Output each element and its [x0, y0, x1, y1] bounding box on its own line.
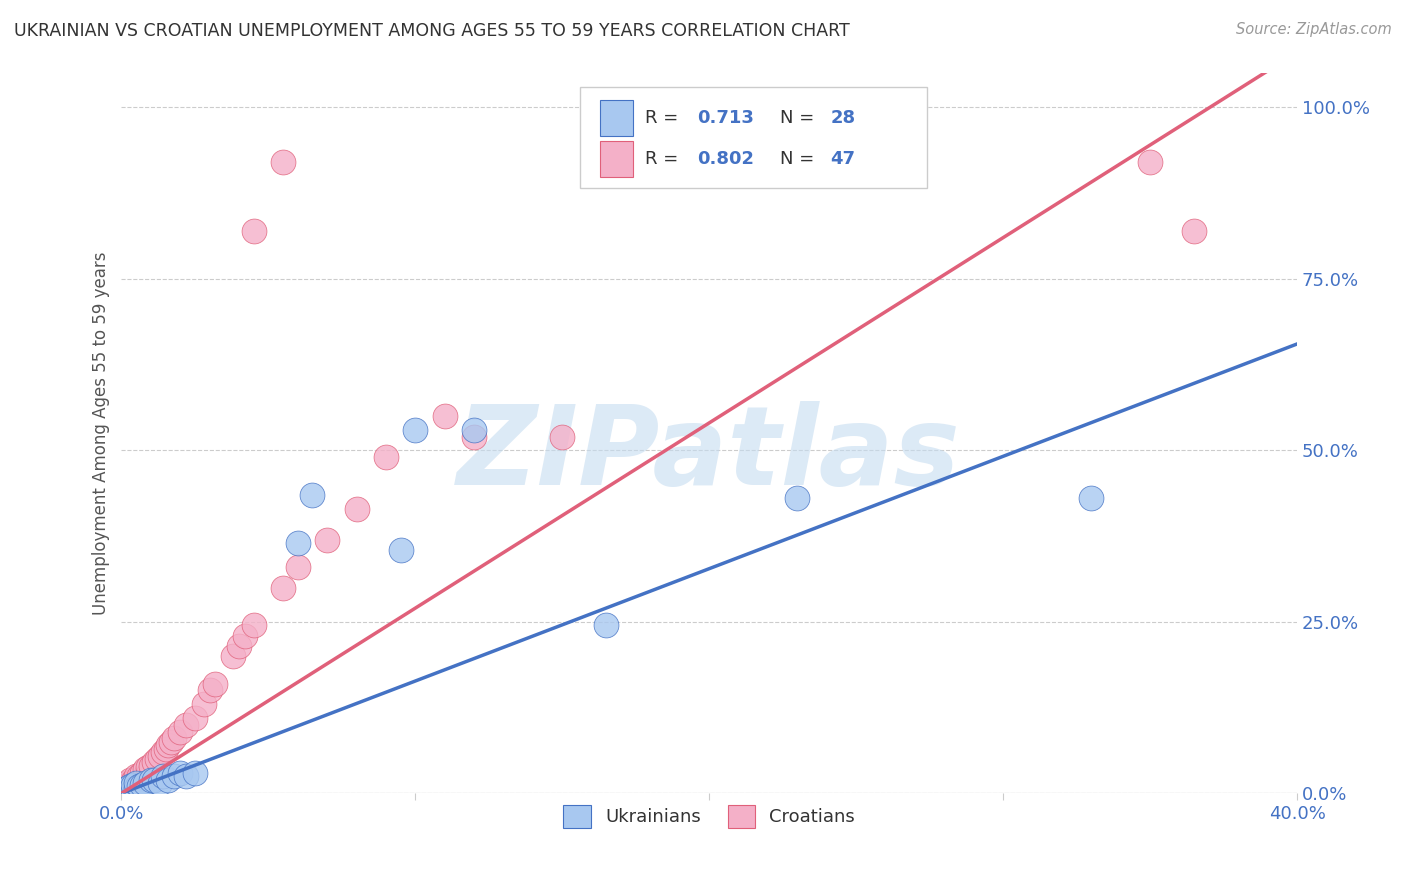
Text: N =: N = — [780, 110, 820, 128]
Point — [184, 765, 207, 780]
Point — [128, 780, 150, 794]
Point — [160, 735, 183, 749]
Point — [120, 783, 142, 797]
Point — [198, 683, 221, 698]
Point — [117, 780, 139, 795]
Text: 0.713: 0.713 — [697, 110, 755, 128]
Text: R =: R = — [644, 151, 683, 169]
Point — [222, 649, 245, 664]
Text: 28: 28 — [831, 110, 855, 128]
Point — [122, 774, 145, 789]
Point — [184, 711, 207, 725]
FancyBboxPatch shape — [600, 142, 633, 178]
Point — [120, 776, 142, 790]
Point — [163, 731, 186, 746]
Point — [112, 783, 135, 797]
Point — [242, 224, 264, 238]
Point — [463, 423, 485, 437]
Point — [174, 717, 197, 731]
Text: R =: R = — [644, 110, 683, 128]
Point — [136, 767, 159, 781]
Point — [139, 772, 162, 787]
Text: Source: ZipAtlas.com: Source: ZipAtlas.com — [1236, 22, 1392, 37]
Point — [169, 765, 191, 780]
Point — [193, 697, 215, 711]
Text: 0.802: 0.802 — [697, 151, 755, 169]
Point — [117, 776, 139, 790]
Point — [125, 776, 148, 790]
Point — [152, 769, 174, 783]
Point — [125, 769, 148, 783]
Point — [149, 748, 172, 763]
Point — [169, 724, 191, 739]
Point — [346, 501, 368, 516]
Point — [287, 536, 309, 550]
Point — [595, 618, 617, 632]
Point — [125, 776, 148, 790]
Point — [142, 756, 165, 770]
Point — [316, 533, 339, 547]
Point — [389, 542, 412, 557]
Legend: Ukrainians, Croatians: Ukrainians, Croatians — [557, 798, 862, 835]
Point — [404, 423, 426, 437]
Point — [131, 772, 153, 787]
Point — [112, 783, 135, 797]
Point — [122, 778, 145, 792]
Point — [228, 639, 250, 653]
Point — [786, 491, 808, 506]
Y-axis label: Unemployment Among Ages 55 to 59 years: Unemployment Among Ages 55 to 59 years — [93, 252, 110, 615]
Point — [142, 772, 165, 787]
Point — [125, 772, 148, 787]
Point — [271, 155, 294, 169]
Point — [287, 560, 309, 574]
Point — [131, 765, 153, 780]
Point — [551, 429, 574, 443]
Point — [128, 774, 150, 789]
Point — [463, 429, 485, 443]
Point — [120, 772, 142, 787]
FancyBboxPatch shape — [579, 87, 927, 188]
Point — [112, 780, 135, 794]
Point — [233, 629, 256, 643]
Point — [122, 778, 145, 792]
Point — [120, 780, 142, 794]
Point — [174, 769, 197, 783]
Point — [271, 581, 294, 595]
Point — [122, 783, 145, 797]
Point — [120, 780, 142, 794]
Point — [139, 759, 162, 773]
Point — [375, 450, 398, 465]
Point — [125, 780, 148, 795]
Point — [433, 409, 456, 423]
Point — [163, 769, 186, 783]
Text: UKRAINIAN VS CROATIAN UNEMPLOYMENT AMONG AGES 55 TO 59 YEARS CORRELATION CHART: UKRAINIAN VS CROATIAN UNEMPLOYMENT AMONG… — [14, 22, 849, 40]
Point — [242, 618, 264, 632]
Point — [157, 772, 180, 787]
Point — [152, 745, 174, 759]
Point — [145, 752, 167, 766]
Point — [117, 780, 139, 795]
Text: ZIPatlas: ZIPatlas — [457, 401, 962, 508]
Point — [131, 778, 153, 792]
Point — [1139, 155, 1161, 169]
Point — [301, 488, 323, 502]
Point — [157, 739, 180, 753]
Point — [204, 676, 226, 690]
Point — [128, 769, 150, 783]
Point — [149, 776, 172, 790]
Point — [134, 769, 156, 783]
Point — [136, 760, 159, 774]
Text: 47: 47 — [831, 151, 855, 169]
Point — [134, 762, 156, 776]
Point — [134, 776, 156, 790]
Point — [1182, 224, 1205, 238]
Point — [155, 741, 177, 756]
Point — [1080, 491, 1102, 506]
Text: N =: N = — [780, 151, 820, 169]
FancyBboxPatch shape — [600, 101, 633, 136]
